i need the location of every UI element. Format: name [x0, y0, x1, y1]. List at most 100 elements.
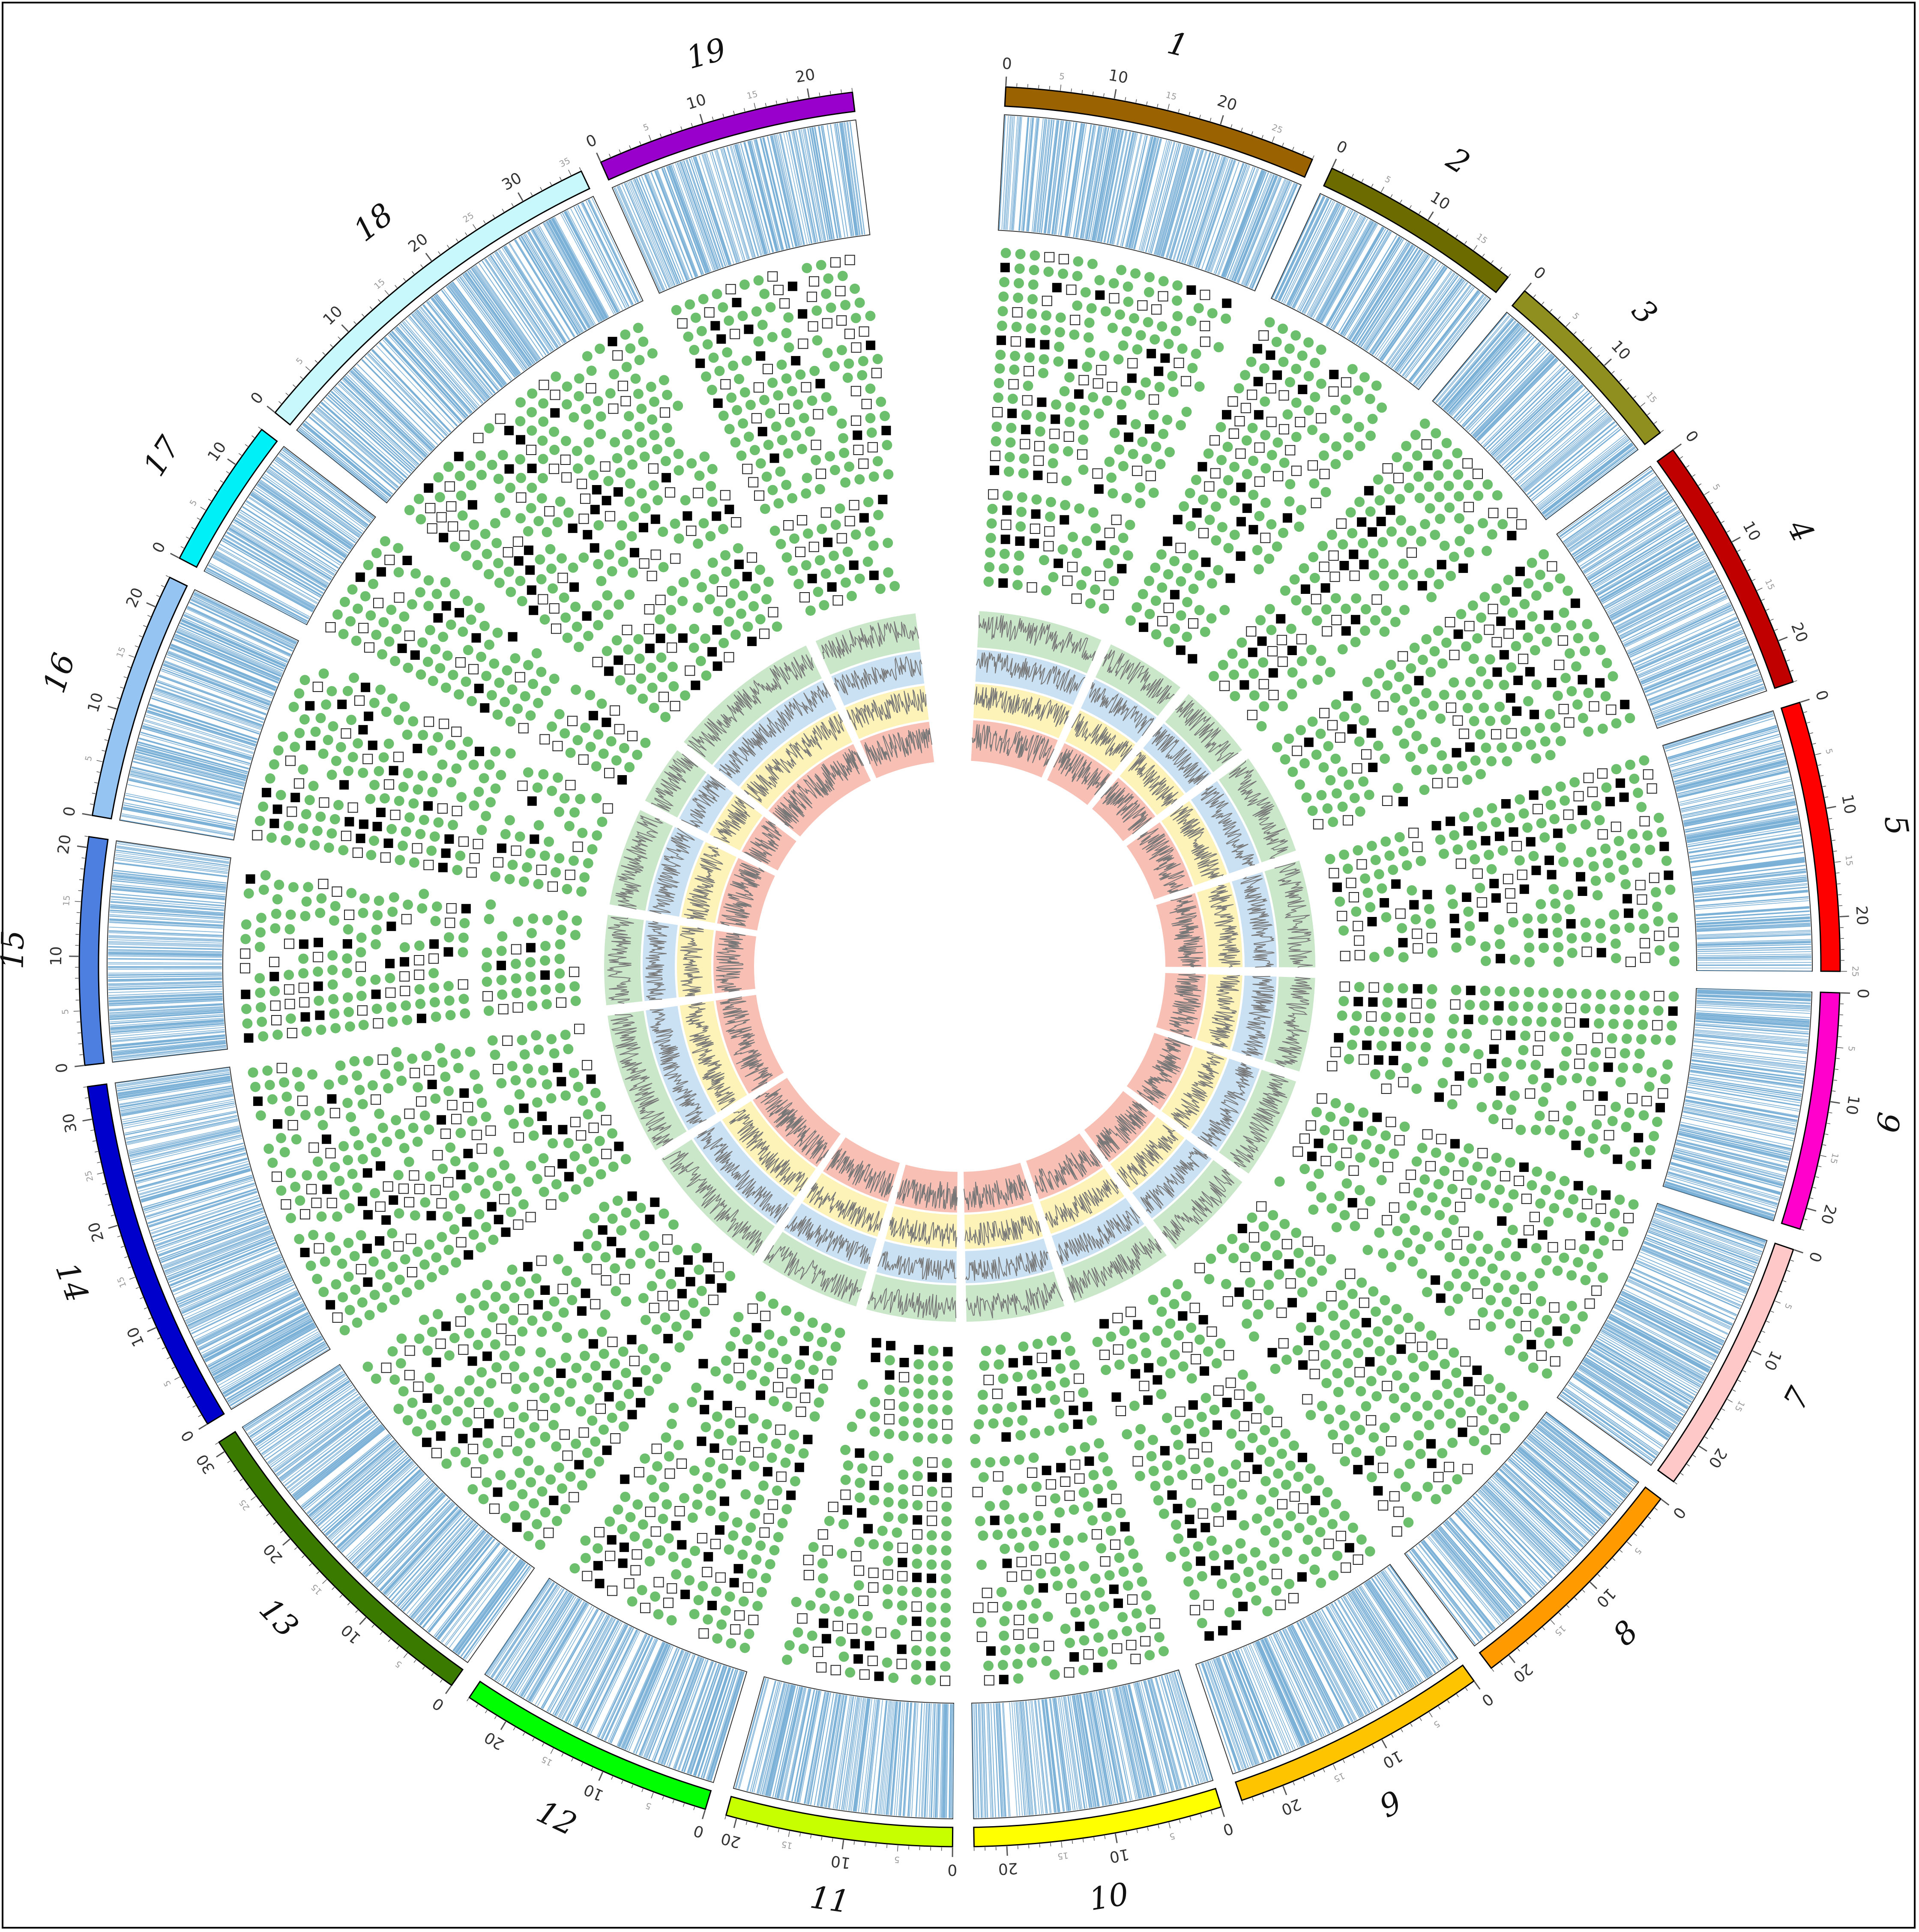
glyph-ring-3-chr4 — [1272, 691, 1408, 830]
line-track-1-series-chr2 — [1102, 649, 1175, 704]
tick-mark — [197, 517, 201, 520]
glyph-ring-1-chr18 — [404, 323, 683, 580]
tick-mark — [227, 1460, 231, 1463]
tick-mark — [140, 1297, 144, 1299]
line-track-4-series-chr8 — [1096, 1101, 1148, 1160]
tick-label-minor: 5 — [1782, 1302, 1794, 1311]
chromosome-label-chr12: 12 — [531, 1793, 582, 1842]
line-track-2-bg-chr14 — [646, 1006, 716, 1130]
genotype-filled-square — [1001, 1350, 1093, 1442]
tick-mark — [1446, 228, 1449, 232]
tick-mark — [807, 88, 810, 98]
glyph-ring-2-chr18 — [494, 437, 742, 652]
tick-label: 0 — [60, 805, 79, 818]
tick-mark — [108, 1204, 111, 1206]
genotype-circle — [1545, 988, 1679, 1171]
line-track-2-series-chr14 — [650, 1009, 707, 1124]
genotype-circle — [710, 1291, 845, 1422]
tick-label-minor: 5 — [1059, 71, 1065, 82]
tick-mark — [1293, 1782, 1295, 1785]
ideogram-chr12 — [468, 1680, 712, 1810]
tick-mark — [1786, 659, 1790, 662]
tick-mark — [1071, 88, 1072, 92]
tick-label-minor: 5 — [294, 356, 305, 367]
tick-mark — [1590, 1582, 1598, 1589]
tick-mark — [322, 352, 326, 355]
glyph-ring-2-chr16 — [366, 716, 516, 878]
tick-mark — [246, 1487, 250, 1490]
ideogram-chr14 — [87, 1083, 225, 1425]
tick-mark — [97, 1162, 101, 1163]
genotype-circle — [991, 363, 1192, 509]
tick-mark — [1241, 128, 1243, 132]
tick-mark — [1686, 1464, 1690, 1467]
tick-mark — [129, 655, 135, 658]
glyph-ring-3-chr8 — [1195, 1201, 1336, 1342]
tick-label: 0 — [584, 131, 600, 151]
tick-mark — [1082, 1839, 1084, 1842]
chromosome-label-chr17: 17 — [136, 430, 187, 482]
tick-mark — [778, 1829, 779, 1833]
tick-mark — [1282, 1786, 1287, 1795]
tick-mark — [146, 602, 156, 608]
line-track-3-bg-chr8 — [1110, 1117, 1185, 1192]
tick-mark — [530, 192, 533, 196]
tick-mark — [1823, 1144, 1826, 1146]
tick-label-minor: 15 — [1644, 390, 1659, 405]
tick-label: 0 — [1669, 1504, 1689, 1522]
genotype-circle — [494, 437, 728, 652]
tick-mark — [1332, 159, 1337, 168]
tick-mark — [1804, 1218, 1808, 1220]
tick-mark — [1419, 211, 1421, 214]
genotype-open-square — [371, 1054, 536, 1248]
tick-mark — [425, 253, 432, 261]
genotype-open-square — [1469, 1193, 1634, 1367]
genotype-open-square — [1278, 1268, 1428, 1405]
genotype-open-square — [677, 255, 869, 393]
tick-mark — [767, 1826, 769, 1830]
genotype-filled-square — [807, 494, 888, 592]
genotype-circle — [1233, 317, 1387, 470]
ideogram-chr19 — [600, 91, 856, 181]
tick-mark — [245, 444, 248, 447]
tick-label: 20 — [1215, 92, 1239, 115]
genotype-open-square — [1198, 428, 1321, 543]
tick-mark — [1633, 395, 1637, 398]
tick-mark — [1429, 1712, 1433, 1718]
density-lines-chr11 — [735, 1677, 954, 1818]
tick-mark — [1829, 1112, 1832, 1114]
genotype-circle — [332, 536, 473, 680]
line-track-4-series-chr12 — [826, 1148, 895, 1198]
tick-mark — [1464, 241, 1467, 244]
line-track-3-bg-chr12 — [802, 1173, 887, 1237]
tick-mark — [338, 336, 341, 340]
tick-label: 20 — [1705, 1445, 1730, 1471]
ideogram-chr2 — [1323, 167, 1509, 294]
tick-label: 10 — [204, 439, 230, 465]
genotype-circle — [1274, 1098, 1410, 1233]
chromosome-label-chr9: 9 — [1374, 1784, 1407, 1825]
genotype-circle — [1542, 755, 1679, 967]
line-track-4-series-chr11 — [896, 1178, 958, 1210]
genotype-circle — [582, 1195, 736, 1353]
line-track-4-series-chr5 — [1169, 895, 1203, 967]
glyph-ring-2-chr12 — [634, 1382, 813, 1543]
tick-mark — [1303, 1777, 1305, 1781]
genotype-open-square — [455, 657, 529, 734]
tick-label-minor: 5 — [1632, 1546, 1644, 1557]
gene-density-track — [107, 114, 1813, 1819]
line-track-1-series-chr14 — [611, 1014, 674, 1147]
genotype-open-square — [272, 1063, 417, 1323]
genotype-open-square — [1227, 330, 1351, 479]
tick-mark — [162, 1347, 165, 1350]
tick-mark — [1400, 200, 1402, 203]
tick-mark — [438, 251, 441, 255]
genotype-filled-square — [1414, 629, 1475, 758]
ideogram-chr6 — [1781, 991, 1841, 1230]
tick-mark — [660, 133, 662, 137]
tick-mark — [476, 1704, 479, 1707]
density-lines-chr13 — [243, 1365, 532, 1660]
genotype-circle — [1125, 549, 1230, 647]
tick-label: 20 — [1787, 620, 1811, 645]
tick-mark — [86, 1108, 90, 1109]
